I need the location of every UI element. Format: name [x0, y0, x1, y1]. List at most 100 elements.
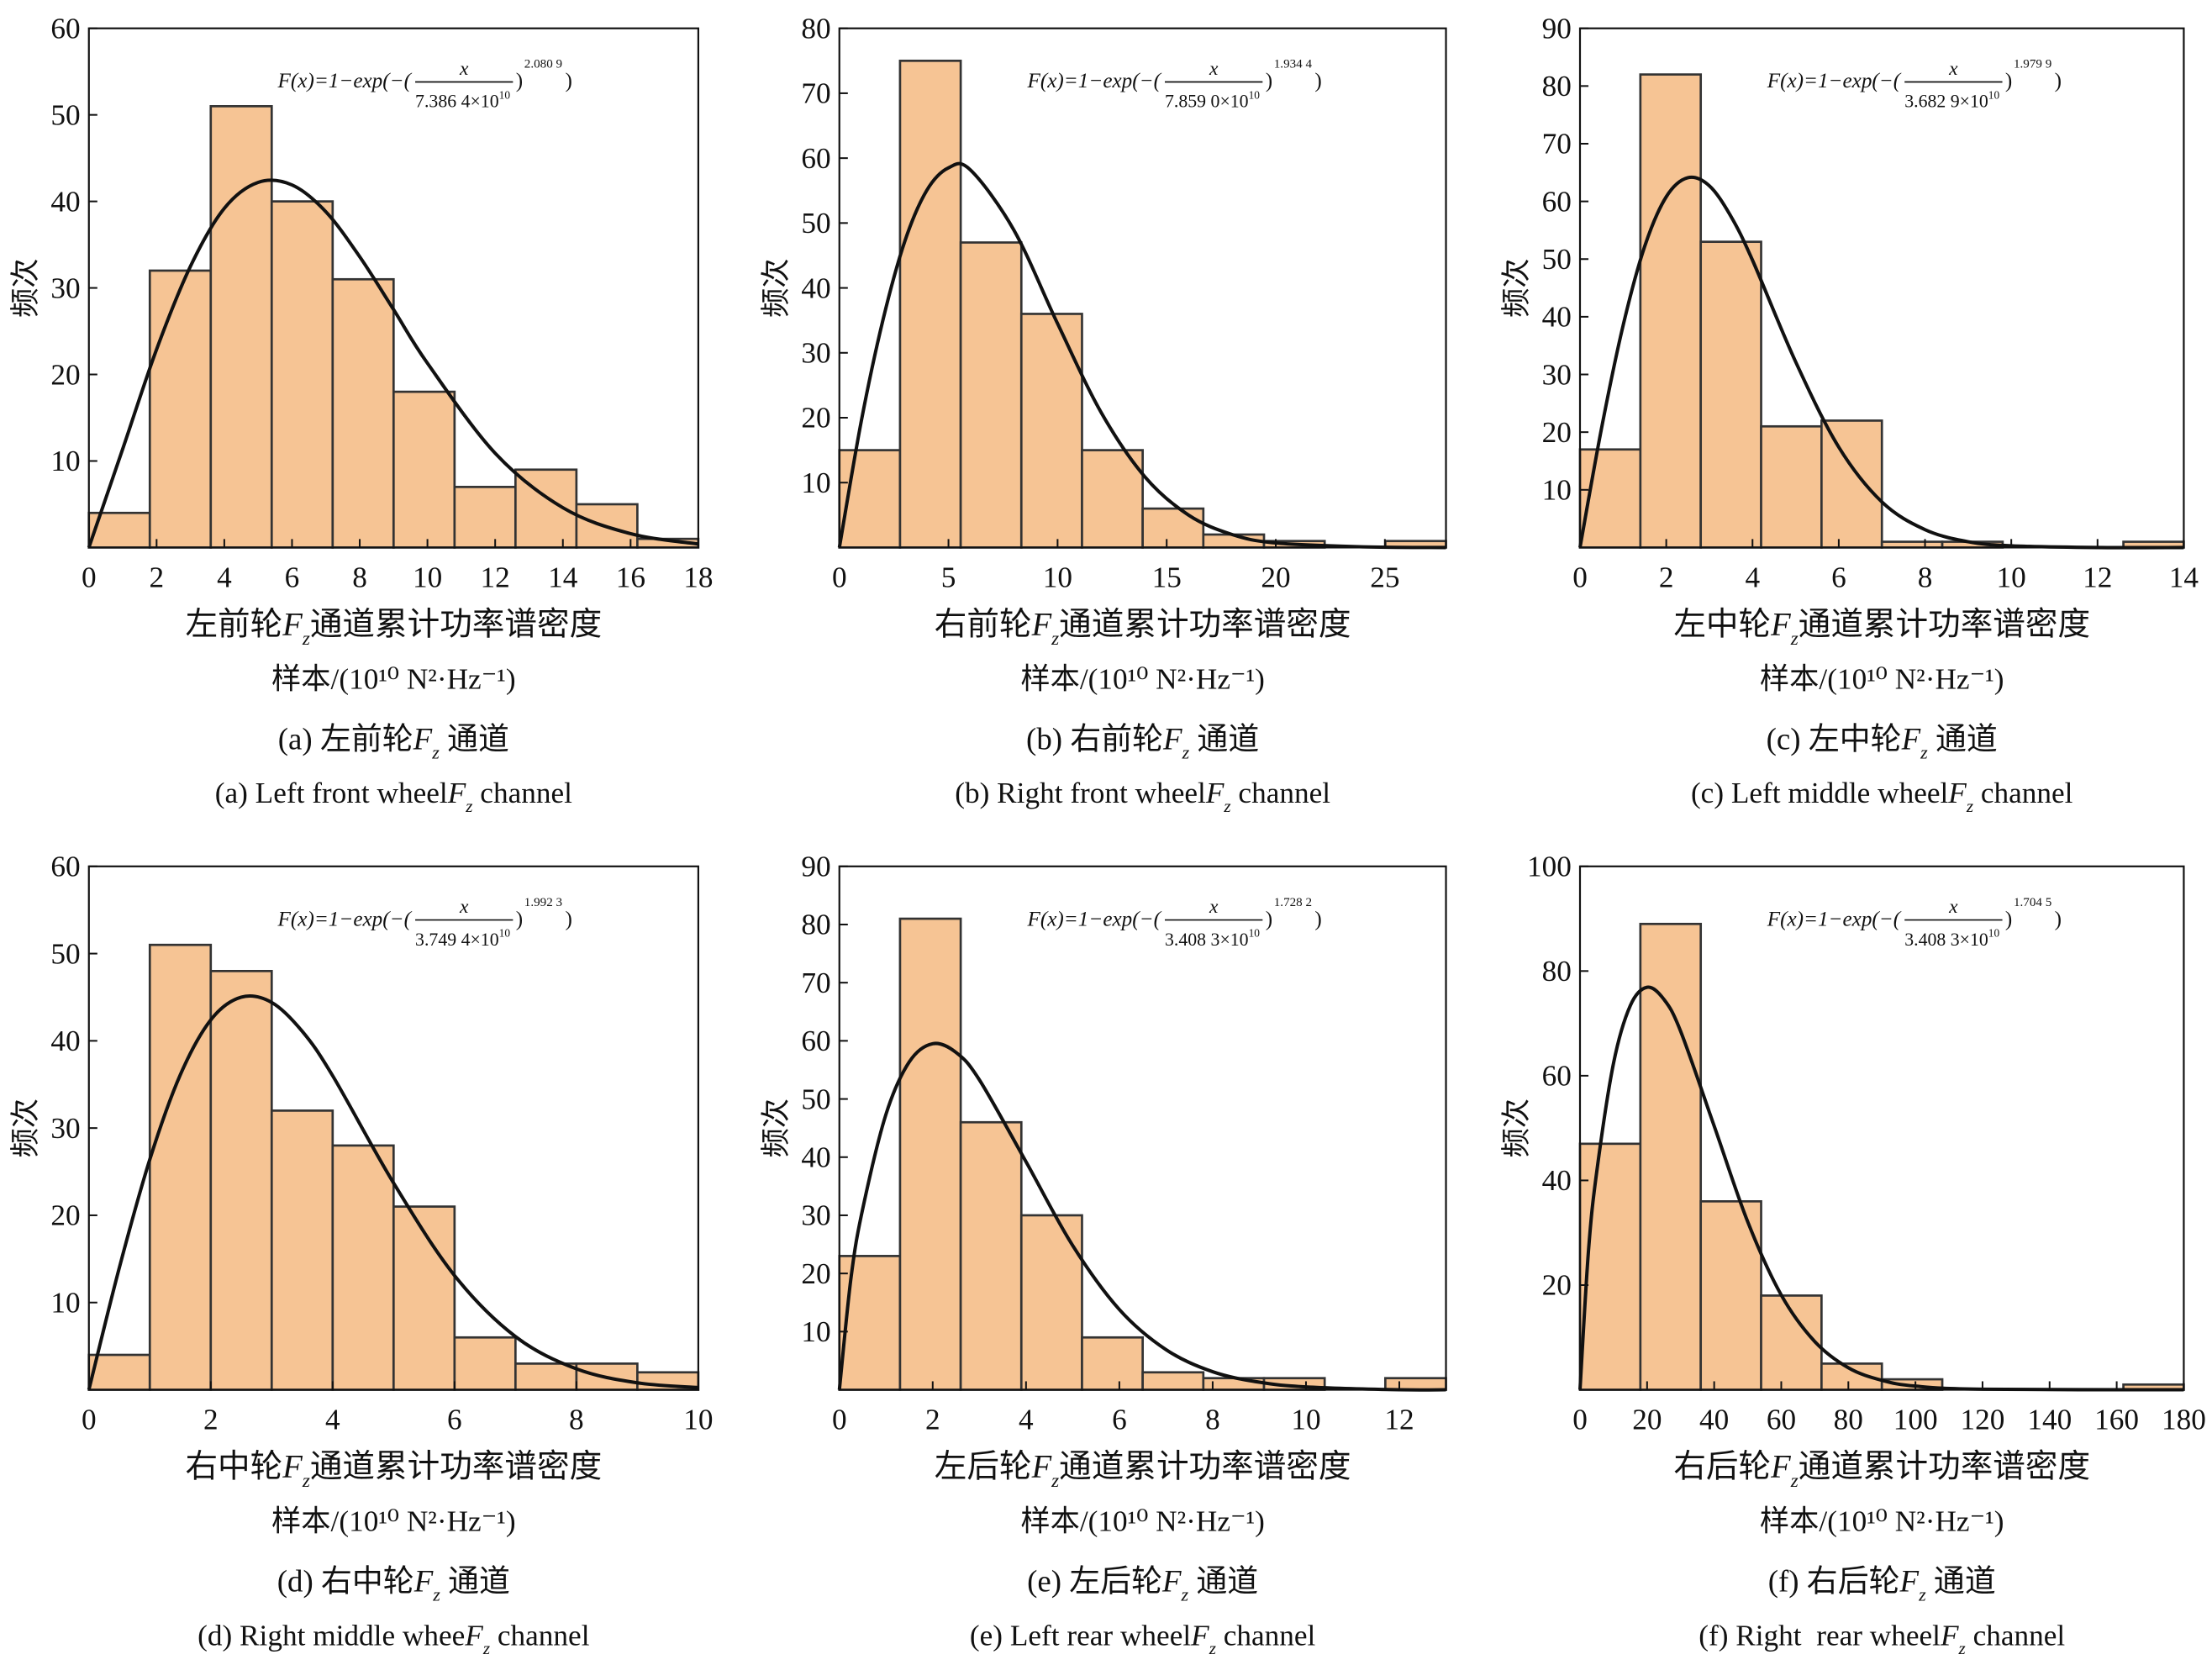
- y-tick-label: 70: [801, 77, 830, 110]
- plot-frame: [1578, 27, 2185, 549]
- x-tick-label: 100: [1893, 1404, 1938, 1436]
- label-text: Left middle wheel: [1731, 777, 1949, 809]
- formula-numerator: x: [1209, 896, 1219, 918]
- formula-paren: ): [2055, 908, 2062, 930]
- label-subscript: z: [1209, 1638, 1216, 1658]
- label-text: 通道: [1188, 1564, 1258, 1599]
- formula-exponent: 10: [1249, 927, 1261, 940]
- y-tick-label: 80: [801, 12, 830, 45]
- formula-paren: ): [516, 70, 523, 92]
- y-tick-label: 30: [50, 1112, 80, 1145]
- fit-curve: [87, 994, 699, 1391]
- y-tick-label: 20: [801, 1257, 830, 1290]
- x-tick-label: 10: [683, 1404, 713, 1436]
- formula-denominator: 3.682 9×1010: [1904, 89, 1999, 112]
- x-axis-label: 右中轮Fz通道累计功率谱密度: [185, 1449, 602, 1493]
- histogram-bar: [838, 449, 902, 549]
- label-variable: F: [413, 721, 433, 756]
- formula-paren: ): [516, 908, 523, 930]
- formula-numerator: x: [1948, 58, 1958, 80]
- x-tick-label: 16: [616, 561, 645, 593]
- formula-paren: ): [2005, 70, 2012, 92]
- y-tick-label: 60: [1542, 1060, 1572, 1093]
- label-text: Left front wheel: [255, 777, 448, 809]
- formula-exponent: 10: [1249, 89, 1261, 102]
- histogram-bar: [1578, 1142, 1642, 1391]
- caption-zh: (e) 左后轮Fz 通道: [1027, 1564, 1258, 1605]
- histogram-bar: [209, 969, 273, 1391]
- histogram-bar: [148, 269, 213, 549]
- label-text: 通道累计功率谱密度: [310, 1449, 602, 1485]
- histogram-bar: [959, 241, 1023, 549]
- y-tick-label: 10: [50, 1286, 80, 1319]
- y-tick-label: 40: [801, 271, 830, 304]
- formula-lhs: F(x)=1−exp(−(: [1027, 908, 1162, 930]
- histogram-bar: [453, 486, 517, 549]
- caption-zh: (d) 右中轮Fz 通道: [277, 1564, 510, 1605]
- histogram-bar: [1699, 240, 1762, 549]
- x-axis-unit: 样本/(10¹⁰ N²·Hz⁻¹): [271, 1504, 516, 1537]
- formula-shape: 2.080 9: [524, 58, 562, 71]
- histogram-bar: [1081, 449, 1144, 549]
- x-tick-label: 8: [569, 1404, 584, 1436]
- formula-exponent: 10: [499, 89, 511, 102]
- label-text: 通道: [440, 721, 509, 756]
- label-subscript: z: [431, 742, 440, 763]
- histogram-bar: [1019, 313, 1083, 549]
- formula-paren: ): [565, 908, 571, 930]
- y-axis-label: 频次: [1500, 258, 1533, 318]
- formula-scale: 3.408 3×10: [1165, 930, 1249, 950]
- y-tick-label: 50: [50, 937, 80, 970]
- label-variable: F: [1901, 721, 1921, 756]
- caption-label: (a): [215, 777, 248, 809]
- caption-zh: (c) 左中轮Fz 通道: [1767, 721, 1998, 762]
- x-tick-label: 15: [1152, 561, 1182, 593]
- x-tick-label: 0: [1572, 561, 1588, 593]
- label-text: channel: [1973, 777, 2073, 809]
- x-axis-label: 左中轮Fz通道累计功率谱密度: [1673, 607, 2090, 651]
- label-text: 左前轮: [185, 607, 282, 643]
- label-subscript: z: [1958, 1638, 1966, 1658]
- y-tick-label: 50: [1542, 243, 1572, 276]
- y-tick-label: 50: [801, 1083, 830, 1115]
- y-axis-label: 频次: [760, 1099, 793, 1158]
- label-subscript: z: [1966, 796, 1973, 816]
- histogram-bar: [898, 59, 962, 549]
- y-tick-label: 30: [1542, 358, 1572, 391]
- caption-label: (e): [1027, 1564, 1061, 1599]
- histogram-bar: [1019, 1214, 1083, 1391]
- label-text: 通道累计功率谱密度: [1059, 1449, 1351, 1485]
- fit-curve: [87, 178, 699, 549]
- caption-label: (d): [198, 1619, 232, 1652]
- histogram-bar: [392, 1205, 456, 1391]
- fit-curve: [837, 1041, 1446, 1392]
- y-tick-label: 60: [50, 12, 80, 45]
- y-tick-label: 80: [1542, 70, 1572, 103]
- x-tick-label: 2: [150, 561, 165, 593]
- formula-scale: 7.386 4×10: [415, 92, 499, 112]
- x-axis-label: 左前轮Fz通道累计功率谱密度: [185, 607, 602, 651]
- formula-numerator: x: [459, 896, 469, 918]
- label-subscript: z: [302, 628, 310, 650]
- label-variable: F: [1190, 1619, 1209, 1652]
- histogram-bar: [1141, 507, 1205, 549]
- x-axis-label: 左后轮Fz通道累计功率谱密度: [935, 1449, 1351, 1493]
- label-text: 左中轮: [1673, 608, 1771, 643]
- y-tick-label: 50: [801, 207, 830, 240]
- formula-lhs: F(x)=1−exp(−(: [1027, 70, 1162, 92]
- label-subscript: z: [482, 1638, 490, 1658]
- y-tick-label: 90: [801, 851, 830, 883]
- histogram-bar: [453, 1336, 517, 1391]
- y-tick-label: 40: [50, 1025, 80, 1057]
- label-variable: F: [1770, 1450, 1791, 1485]
- label-subscript: z: [1790, 1470, 1799, 1492]
- x-tick-label: 14: [548, 561, 578, 593]
- y-tick-label: 10: [1542, 474, 1572, 507]
- label-subscript: z: [1051, 1470, 1059, 1492]
- label-text: 右后轮: [1807, 1564, 1900, 1599]
- y-tick-label: 50: [50, 98, 80, 131]
- histogram-bar: [1639, 922, 1703, 1391]
- x-tick-label: 6: [1831, 561, 1846, 593]
- histogram-bar: [331, 277, 395, 549]
